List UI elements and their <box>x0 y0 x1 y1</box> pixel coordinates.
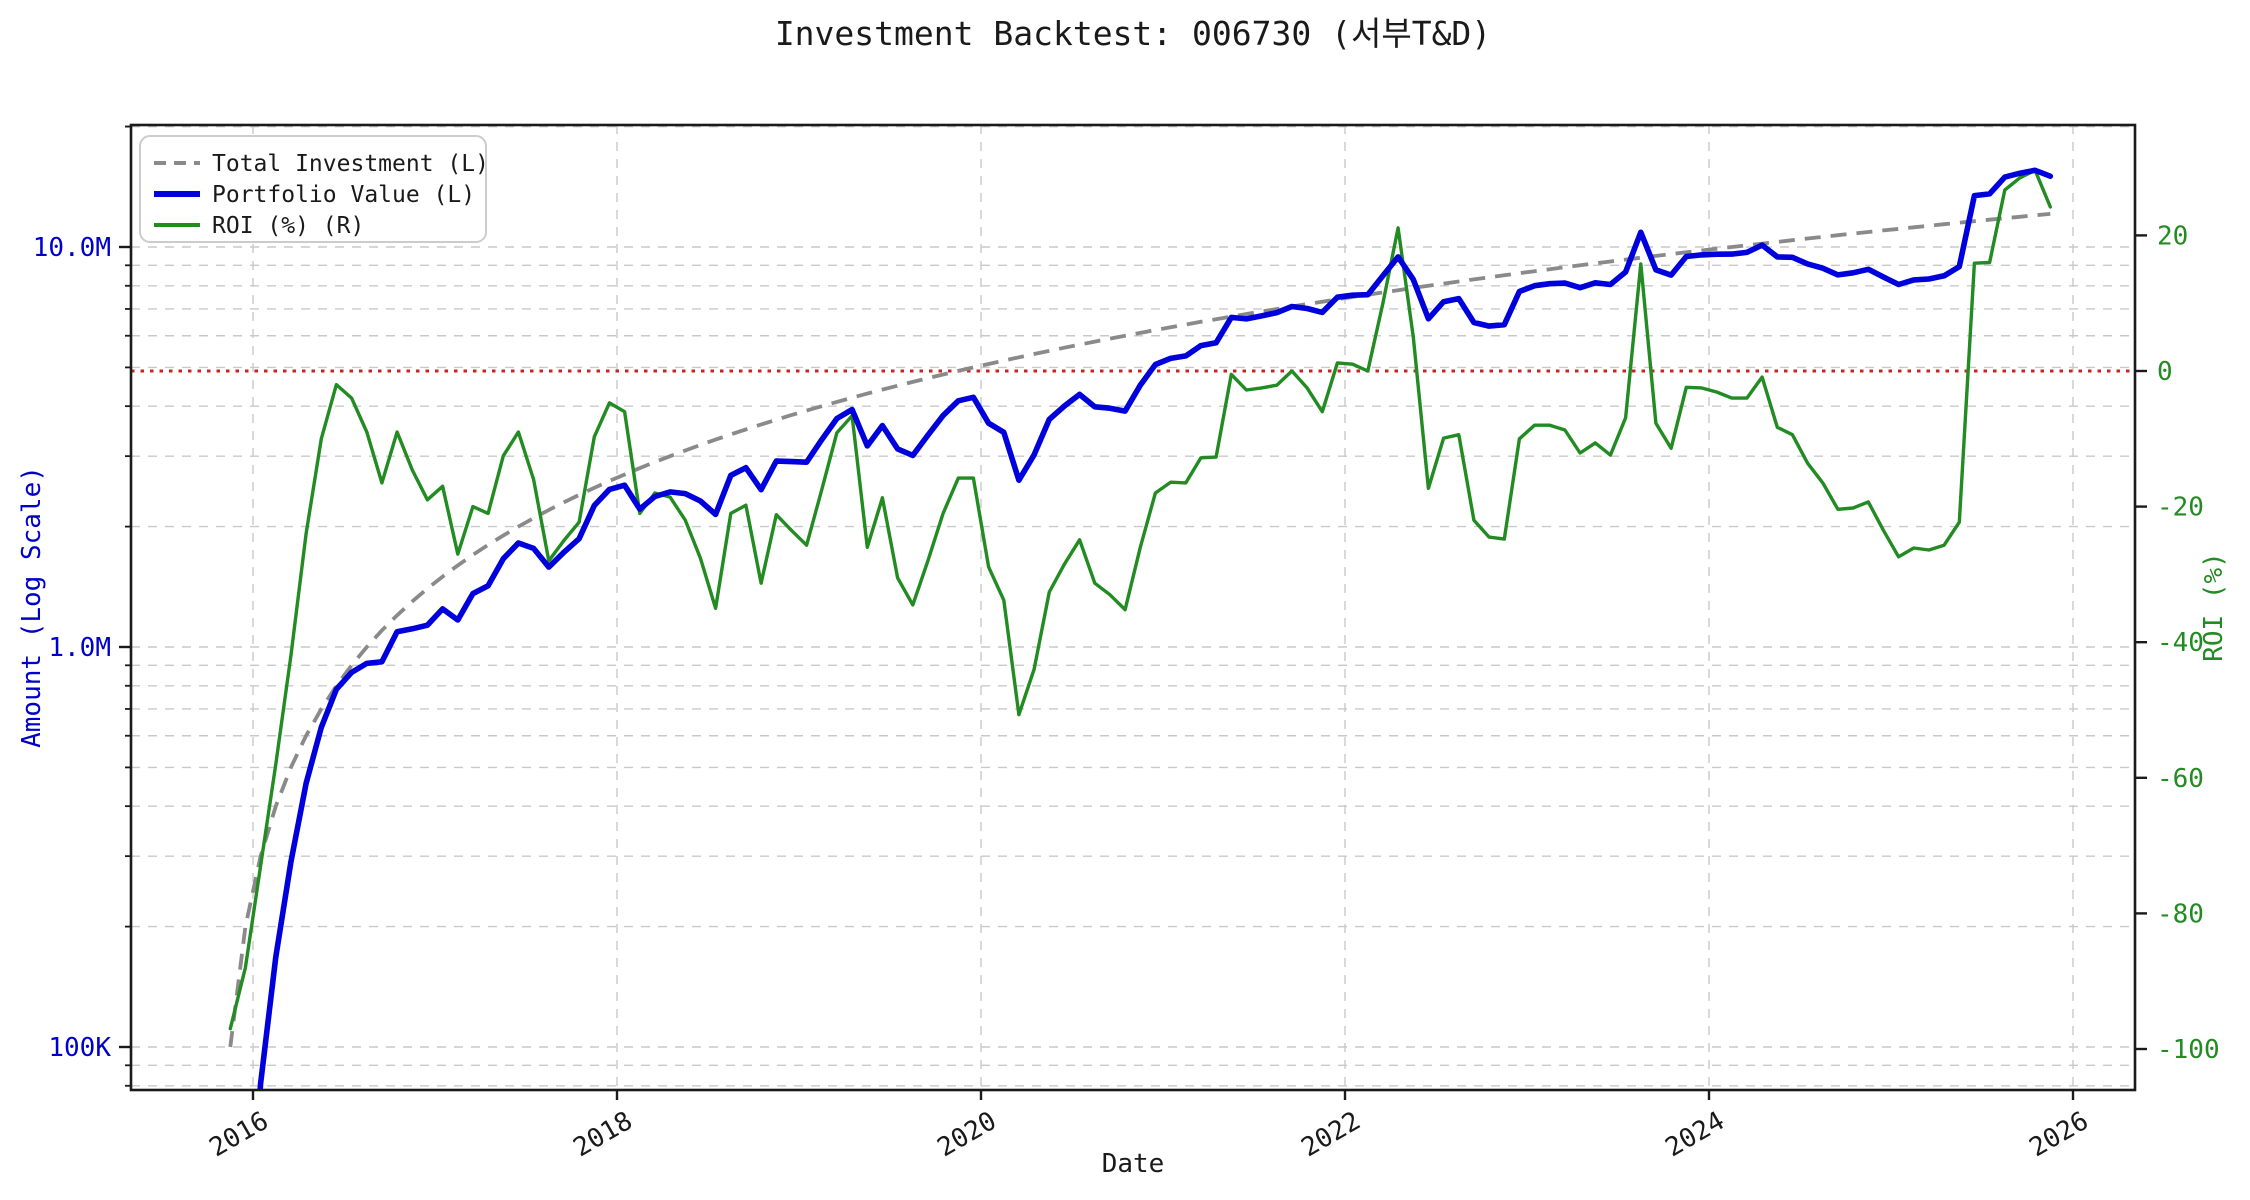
y-right-tick-label: 0 <box>2157 357 2173 387</box>
y-axis-label-right: ROI (%) <box>2199 552 2229 662</box>
legend-box <box>139 135 487 243</box>
y-axis-label-left: Amount (Log Scale) <box>17 466 47 748</box>
y-left-tick-label: 1.0M <box>48 633 111 663</box>
plot-border <box>129 123 2137 1092</box>
x-axis-label: Date <box>1102 1149 1165 1179</box>
y-right-tick-label: -80 <box>2157 899 2204 929</box>
y-right-tick-label: -40 <box>2157 628 2204 658</box>
y-left-tick-label: 10.0M <box>33 233 111 263</box>
legend-label-portfolio-value: Portfolio Value (L) <box>212 182 475 208</box>
y-right-tick-label: -20 <box>2157 493 2204 523</box>
grid-layer <box>131 125 2135 1090</box>
y-right-tick-label: 20 <box>2157 221 2188 251</box>
series-roi <box>228 168 2053 1031</box>
series-portfolio-value <box>257 167 2054 1090</box>
x-tick-label: 2016 <box>204 1106 273 1163</box>
y-left-tick-label: 100K <box>48 1033 111 1063</box>
y-right-tick-label: -60 <box>2157 764 2204 794</box>
x-tick-label: 2026 <box>2024 1106 2093 1163</box>
x-tick-label: 2020 <box>932 1106 1001 1163</box>
legend-label-roi: ROI (%) (R) <box>212 213 364 239</box>
x-tick-label: 2024 <box>1660 1106 1729 1163</box>
x-tick-label: 2018 <box>568 1106 637 1163</box>
legend: Total Investment (L) Portfolio Value (L)… <box>139 135 489 243</box>
chart-title: Investment Backtest: 006730 (서부T&D) <box>775 14 1491 53</box>
series-layer <box>228 167 2054 1090</box>
x-tick-label: 2022 <box>1296 1106 1365 1163</box>
y-right-tick-label: -100 <box>2157 1035 2220 1065</box>
series-total-investment <box>228 212 2051 1048</box>
legend-label-total-investment: Total Investment (L) <box>212 151 489 177</box>
